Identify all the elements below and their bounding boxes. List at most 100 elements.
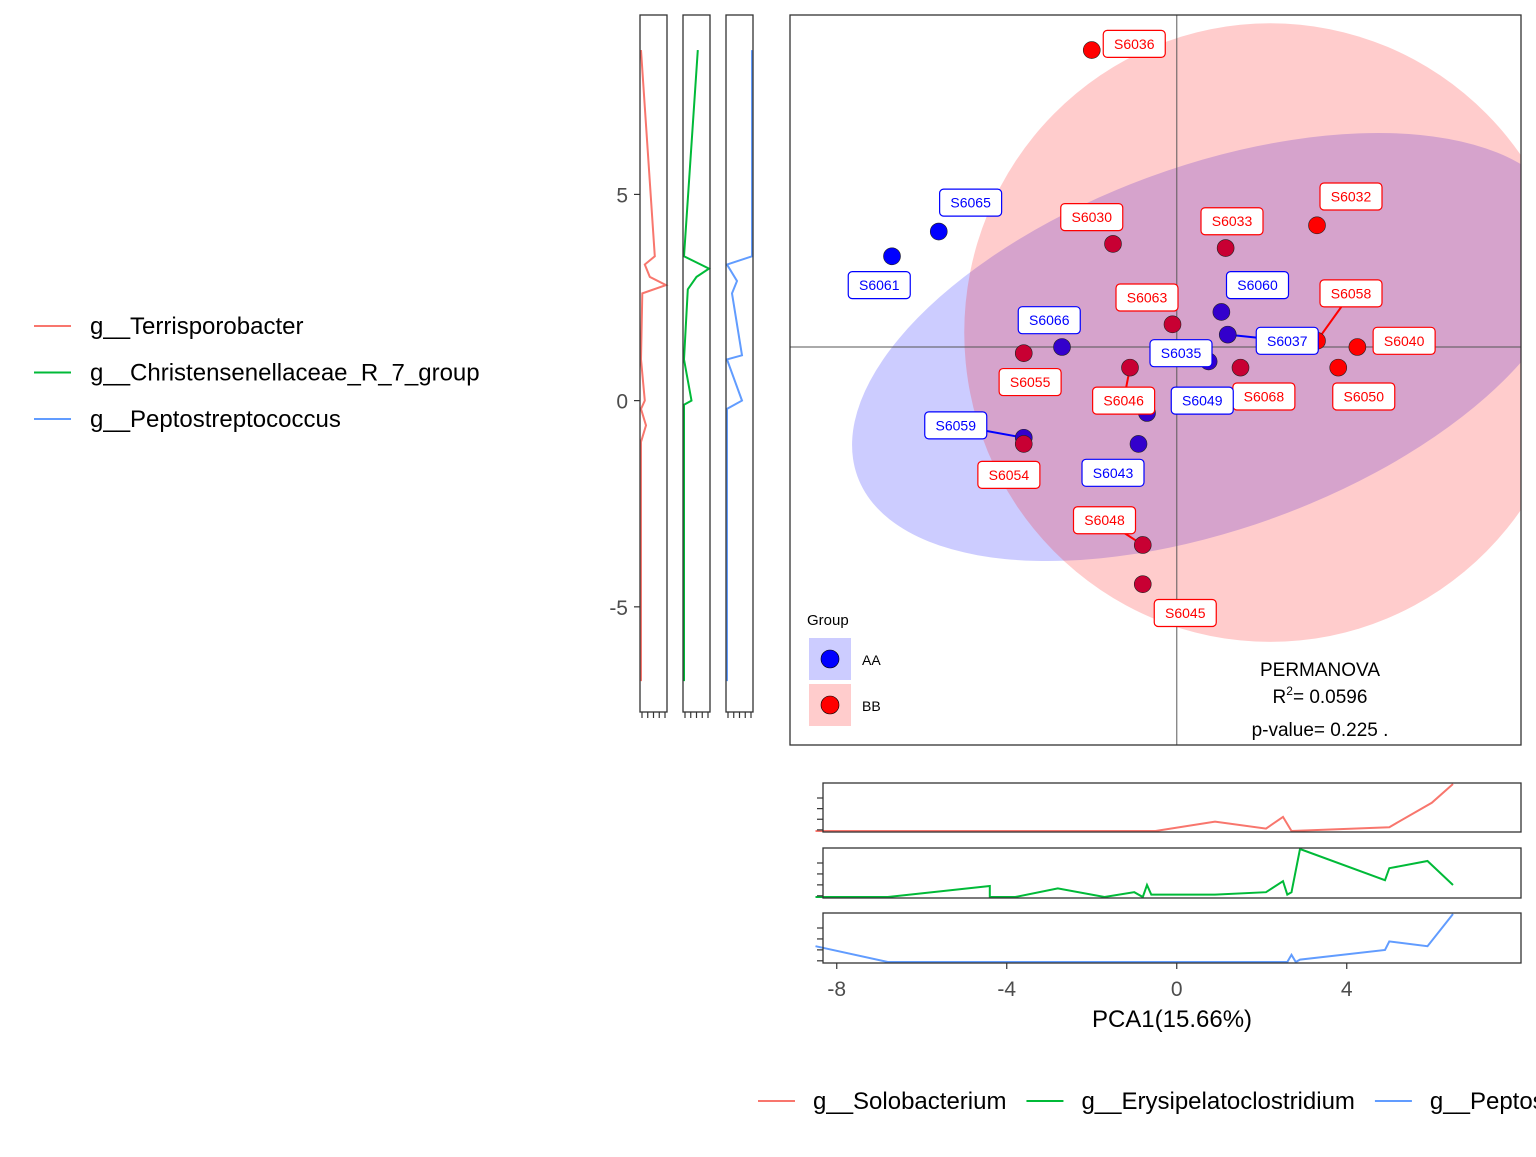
bottom-strip-border-3 <box>822 912 1522 964</box>
y-tick-label-0: 0 <box>616 391 628 414</box>
label-s6066: S6066 <box>1029 312 1070 328</box>
label-s6048: S6048 <box>1084 512 1125 528</box>
label-box-s6045 <box>1153 598 1217 628</box>
y-tick-label-5: 5 <box>616 184 628 207</box>
point-s6060 <box>1212 303 1231 321</box>
label-s6058: S6058 <box>1331 285 1372 301</box>
label-s6068: S6068 <box>1244 388 1285 404</box>
y-axis-title-clip: PCA2(10.41%) <box>610 727 770 754</box>
point-s6065 <box>929 222 948 241</box>
bottom-strip-1 <box>815 782 1522 833</box>
label-s6035: S6035 <box>1161 345 1202 361</box>
label-box-s6061 <box>847 271 911 300</box>
group-legend-title: Group <box>807 612 849 629</box>
label-box-s6046 <box>1092 386 1156 415</box>
group-legend: Group AA BB <box>807 612 881 726</box>
bottom-legend-label-1: g__Solobacterium <box>813 1088 1006 1115</box>
label-s6063: S6063 <box>1127 290 1168 306</box>
main-plot-panel: S6036 S6065 S6061 S6030 S6033 S6032 S6060 S6063… <box>789 14 1522 746</box>
genus-legend-left: g__Terrisporobacter g__Christensenellacea… <box>34 313 480 433</box>
bottom-strip-line-1 <box>815 783 1454 833</box>
ellipse-bb <box>964 23 1521 642</box>
left-strip-1 <box>639 14 669 718</box>
point-s6050 <box>1329 358 1348 377</box>
label-box-s6037 <box>1255 326 1319 355</box>
permanova-heading: PERMANOVA <box>1260 660 1380 681</box>
label-s6046: S6046 <box>1103 393 1144 409</box>
point-s6033 <box>1216 239 1235 257</box>
point-s6037 <box>1218 325 1237 344</box>
label-s6045: S6045 <box>1165 605 1206 621</box>
bottom-strip-2 <box>815 847 1522 899</box>
point-s6040 <box>1348 338 1367 356</box>
sample-labels: S6036 S6065 S6061 S6030 S6033 S6032 S6060 S6063… <box>847 29 1436 628</box>
point-s6048 <box>1133 536 1152 554</box>
label-box-s6040 <box>1372 326 1436 355</box>
label-s6032: S6032 <box>1331 188 1372 204</box>
left-strip-line-2 <box>682 50 712 682</box>
bottom-legend-label-2: g__Erysipelatoclostridium <box>1081 1088 1354 1115</box>
left-strip-line-3 <box>725 50 753 682</box>
x-tick-label--8: -8 <box>827 978 846 1001</box>
point-s6043 <box>1129 435 1148 453</box>
legend-key-bb-point <box>820 695 840 715</box>
label-s6049: S6049 <box>1182 393 1223 409</box>
point-s6061 <box>883 247 901 266</box>
label-box-s6055 <box>998 367 1062 397</box>
label-s6033: S6033 <box>1212 213 1253 229</box>
label-box-s6043 <box>1081 458 1145 487</box>
label-box-s6033 <box>1200 207 1264 236</box>
label-box-s6048 <box>1072 506 1137 535</box>
label-s6043: S6043 <box>1093 465 1134 481</box>
permanova-annotation: PERMANOVA R2= 0.0596 p-value= 0.225 . <box>1252 660 1389 741</box>
bottom-strip-border-1 <box>822 782 1522 833</box>
x-tick-label-0: 0 <box>1171 978 1183 1001</box>
point-s6066 <box>1053 338 1071 356</box>
point-s6030 <box>1104 235 1122 253</box>
label-box-s6060 <box>1225 271 1290 300</box>
point-s6068 <box>1231 358 1250 377</box>
left-strip-border-3 <box>725 14 754 713</box>
label-box-s6032 <box>1319 182 1383 211</box>
point-s6046 <box>1121 358 1139 377</box>
label-box-s6036 <box>1102 29 1166 58</box>
bottom-strip-border-2 <box>822 847 1522 899</box>
label-s6036: S6036 <box>1114 36 1155 52</box>
label-box-s6059 <box>924 411 988 440</box>
left-strip-2 <box>682 14 712 718</box>
label-box-s6030 <box>1060 202 1124 232</box>
bottom-strip-line-2 <box>815 847 1454 899</box>
left-strip-border-1 <box>639 14 668 713</box>
left-strip-line-1 <box>639 50 669 682</box>
label-box-s6049 <box>1170 386 1234 415</box>
permanova-pvalue: p-value= 0.225 . <box>1252 720 1389 741</box>
bottom-strip-line-3 <box>815 913 1454 964</box>
label-box-s6054 <box>977 460 1041 489</box>
left-marginal-strips <box>639 14 754 718</box>
y-axis: -5 0 5 <box>609 184 640 620</box>
legend-label-bb: BB <box>862 698 881 714</box>
label-s6050: S6050 <box>1344 388 1385 404</box>
left-legend-label-3: g__Peptostreptococcus <box>90 406 341 433</box>
point-s6054 <box>1014 435 1033 453</box>
label-s6030: S6030 <box>1072 209 1113 225</box>
label-s6040: S6040 <box>1384 333 1425 349</box>
label-box-s6066 <box>1017 306 1081 335</box>
label-box-s6063 <box>1115 283 1179 312</box>
label-s6054: S6054 <box>989 467 1030 483</box>
x-tick-label-4: 4 <box>1341 978 1353 1001</box>
point-s6063 <box>1163 315 1182 334</box>
x-axis-title: PCA1(15.66%) <box>1092 1006 1252 1033</box>
label-s6061: S6061 <box>859 277 900 293</box>
left-strip-border-2 <box>682 14 711 713</box>
point-s6032 <box>1308 216 1326 235</box>
label-s6059: S6059 <box>936 417 977 433</box>
label-box-s6065 <box>939 188 1003 217</box>
main-panel-border <box>789 14 1522 746</box>
x-tick-label--4: -4 <box>997 978 1016 1001</box>
point-s6036 <box>1082 41 1101 59</box>
legend-label-aa: AA <box>862 652 881 668</box>
label-s6060: S6060 <box>1237 277 1278 293</box>
